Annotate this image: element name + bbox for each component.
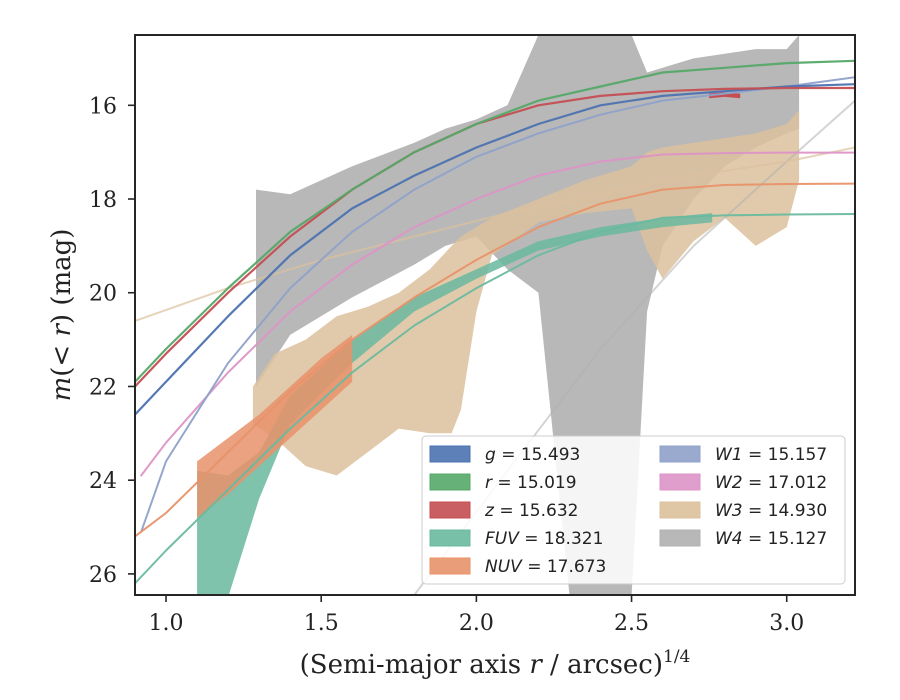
y-tick-label: 18 [89, 188, 117, 213]
y-tick-label: 22 [89, 375, 117, 400]
y-tick-label: 24 [89, 469, 117, 494]
legend-label-w3: W3 = 14.930 [715, 501, 827, 521]
legend-swatch-w4 [659, 529, 701, 547]
legend-swatch-nuv [429, 557, 471, 575]
legend-swatch-w1 [659, 445, 701, 463]
y-axis-label: m(< r) (mag) [47, 229, 77, 402]
legend-swatch-g [429, 445, 471, 463]
x-tick-label: 2.5 [614, 611, 649, 636]
line-w1 [140, 76, 855, 533]
line-nuv [135, 182, 855, 538]
legend-swatch-fuv [429, 529, 471, 547]
legend: g = 15.493 r = 15.019 z = 15.632 FUV = 18.3… [421, 435, 846, 585]
band-nuv [197, 334, 353, 518]
legend-label-w1: W1 = 15.157 [715, 445, 827, 465]
y-axis: 16 18 20 22 24 26 [89, 94, 135, 588]
legend-label-fuv: FUV = 18.321 [485, 529, 603, 549]
x-tick-label: 2.0 [459, 611, 494, 636]
legend-swatch-r [429, 473, 471, 491]
uncertainty-bands [197, 35, 800, 595]
legend-label-w2: W2 = 17.012 [715, 473, 827, 493]
x-tick-label: 1.5 [304, 611, 339, 636]
legend-label-r: r = 15.019 [485, 473, 577, 493]
x-tick-label: 3.0 [769, 611, 804, 636]
y-tick-label: 26 [89, 563, 117, 588]
legend-swatch-w2 [659, 473, 701, 491]
x-axis-label: (Semi-major axis r / arcsec)1/4 [300, 647, 691, 680]
line-r [135, 59, 855, 383]
line-w3 [135, 146, 855, 322]
legend-swatch-w3 [659, 501, 701, 519]
band-w3 [252, 110, 800, 476]
line-g [135, 83, 855, 416]
legend-label-w4: W4 = 15.127 [715, 529, 827, 549]
plot-frame [134, 34, 856, 596]
x-axis: 1.0 1.5 2.0 2.5 3.0 [149, 595, 804, 636]
x-tick-label: 1.0 [149, 611, 184, 636]
legend-frame [421, 435, 846, 585]
line-fuv [135, 213, 855, 585]
y-tick-label: 20 [89, 282, 117, 307]
series-lines [135, 59, 855, 595]
legend-label-z: z = 15.632 [484, 501, 578, 521]
legend-label-g: g = 15.493 [485, 445, 580, 465]
legend-swatch-z [429, 501, 471, 519]
y-tick-label: 16 [89, 94, 117, 119]
legend-label-nuv: NUV = 17.673 [485, 557, 606, 577]
line-w2 [140, 151, 855, 477]
